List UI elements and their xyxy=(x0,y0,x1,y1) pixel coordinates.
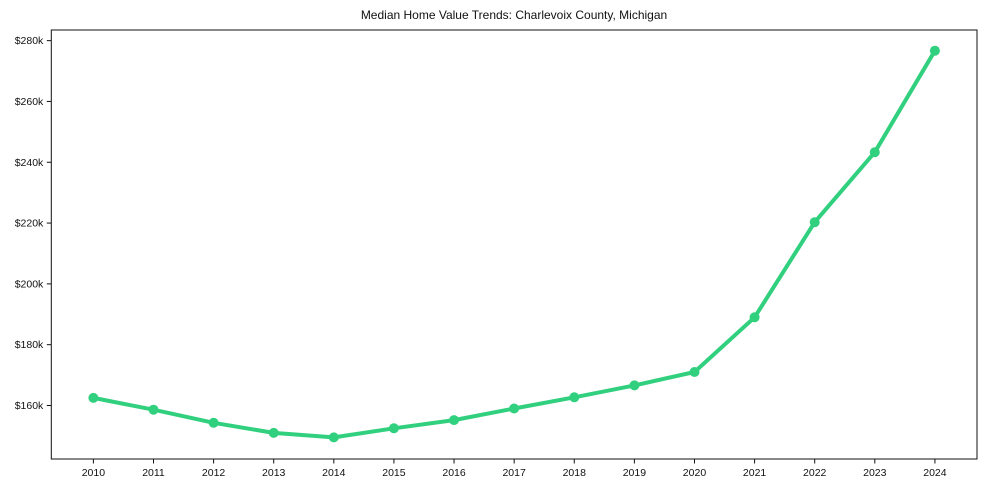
x-tick-label: 2016 xyxy=(442,467,466,479)
x-tick-label: 2022 xyxy=(803,467,827,479)
data-point-2015 xyxy=(388,423,399,434)
x-tick-label: 2017 xyxy=(502,467,526,479)
x-tick-label: 2014 xyxy=(322,467,346,479)
x-tick-label: 2010 xyxy=(82,467,106,479)
data-point-2019 xyxy=(629,380,640,391)
data-point-2016 xyxy=(449,415,459,426)
y-tick-label: $160k xyxy=(15,400,44,412)
y-tick-label: $200k xyxy=(15,278,44,290)
data-point-2013 xyxy=(268,427,279,438)
data-point-2024 xyxy=(929,45,940,56)
x-tick-label: 2024 xyxy=(923,467,947,479)
y-tick-label: $280k xyxy=(15,35,44,47)
data-point-2023 xyxy=(869,147,880,158)
plot-border xyxy=(50,29,978,460)
x-tick-label: 2023 xyxy=(863,467,887,479)
y-tick-label: $220k xyxy=(15,218,44,230)
x-tick-label: 2012 xyxy=(202,467,226,479)
data-point-2017 xyxy=(509,403,520,414)
x-tick-label: 2020 xyxy=(683,467,707,479)
trend-line xyxy=(91,48,937,440)
y-axis: $160k $180k $200k $220k $240k $260k $280k xyxy=(15,35,52,412)
y-tick-label: $180k xyxy=(15,339,44,351)
data-point-2020 xyxy=(689,367,700,377)
data-point-2021 xyxy=(749,312,760,323)
data-point-2018 xyxy=(569,392,580,403)
data-point-2010 xyxy=(88,392,99,403)
x-tick-label: 2011 xyxy=(142,467,165,479)
data-series xyxy=(88,45,940,443)
x-tick-label: 2021 xyxy=(743,467,767,479)
x-tick-label: 2019 xyxy=(623,467,647,479)
data-point-2012 xyxy=(208,417,219,428)
data-point-2014 xyxy=(328,432,339,443)
data-point-2011 xyxy=(148,404,159,415)
y-tick-label: $240k xyxy=(15,157,44,169)
x-tick-label: 2018 xyxy=(563,467,587,479)
x-tick-label: 2013 xyxy=(262,467,286,479)
data-point-2022 xyxy=(809,217,820,228)
x-axis: 2010 2011 2012 2013 2014 2015 2016 2017 2018 2019… xyxy=(82,459,947,479)
y-tick-label: $260k xyxy=(15,96,44,108)
x-tick-label: 2015 xyxy=(382,467,406,479)
chart-title: Median Home Value Trends: Charlevoix Cou… xyxy=(361,8,667,22)
